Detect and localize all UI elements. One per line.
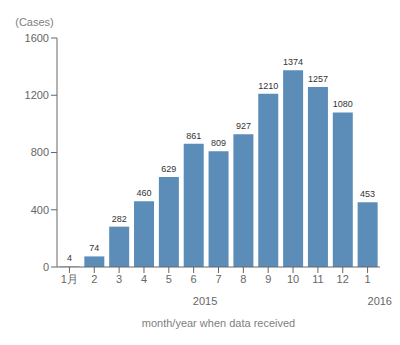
- svg-text:1374: 1374: [283, 57, 303, 67]
- svg-text:7: 7: [215, 273, 221, 285]
- svg-text:629: 629: [161, 164, 176, 174]
- svg-text:12: 12: [337, 273, 349, 285]
- svg-text:month/year when data received: month/year when data received: [142, 317, 295, 329]
- svg-text:1210: 1210: [258, 81, 278, 91]
- svg-text:2: 2: [91, 273, 97, 285]
- svg-text:10: 10: [287, 273, 299, 285]
- svg-text:1200: 1200: [25, 89, 49, 101]
- svg-text:861: 861: [186, 131, 201, 141]
- svg-text:74: 74: [89, 243, 99, 253]
- svg-text:927: 927: [236, 121, 251, 131]
- svg-text:1: 1: [365, 273, 371, 285]
- svg-text:(Cases): (Cases): [15, 16, 54, 28]
- svg-text:6: 6: [191, 273, 197, 285]
- svg-text:4: 4: [141, 273, 147, 285]
- svg-text:1080: 1080: [333, 99, 353, 109]
- svg-text:11: 11: [312, 273, 323, 285]
- svg-text:3: 3: [116, 273, 122, 285]
- svg-text:800: 800: [31, 146, 49, 158]
- svg-text:2015: 2015: [193, 295, 217, 307]
- svg-text:5: 5: [166, 273, 172, 285]
- svg-text:8: 8: [240, 273, 246, 285]
- svg-text:453: 453: [360, 189, 375, 199]
- svg-text:460: 460: [137, 188, 152, 198]
- svg-text:1257: 1257: [308, 74, 328, 84]
- svg-text:9: 9: [265, 273, 271, 285]
- svg-text:1600: 1600: [25, 32, 49, 44]
- svg-text:282: 282: [112, 214, 127, 224]
- svg-text:2016: 2016: [368, 295, 392, 307]
- svg-text:1月: 1月: [61, 273, 78, 285]
- svg-text:4: 4: [67, 253, 72, 263]
- svg-text:0: 0: [43, 261, 49, 273]
- svg-text:809: 809: [211, 138, 226, 148]
- svg-text:400: 400: [31, 204, 49, 216]
